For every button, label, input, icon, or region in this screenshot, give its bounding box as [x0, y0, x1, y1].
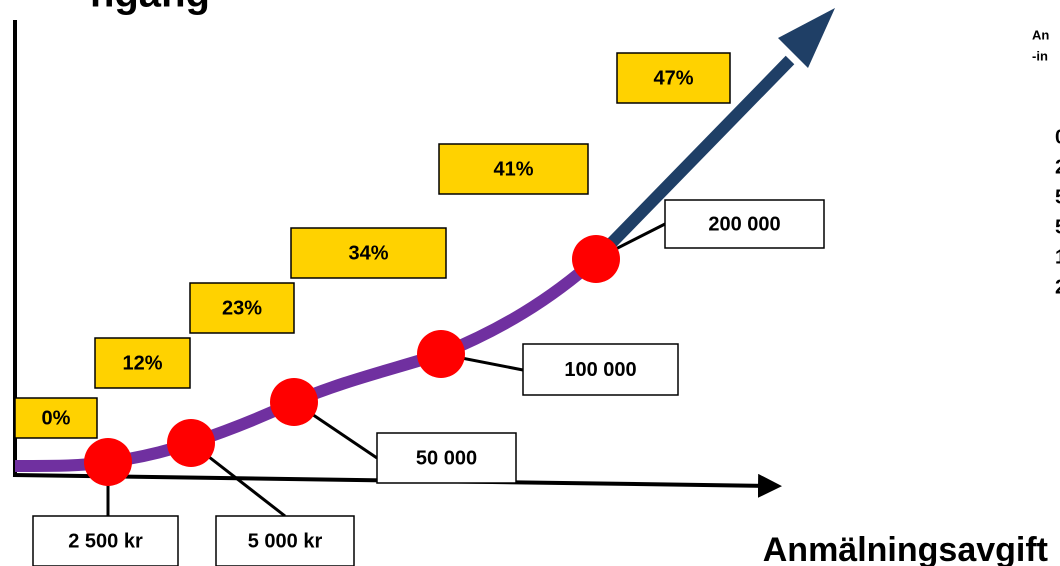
x-axis-label: Anmälningsavgift [763, 531, 1048, 566]
side-list-item: 5 [1055, 216, 1060, 238]
amount-label-box [522, 343, 679, 396]
rate-label: 23% [222, 297, 262, 319]
rate-label: 34% [348, 242, 388, 264]
rate-label: 12% [122, 352, 162, 374]
side-list-item: 5 [1055, 186, 1060, 208]
amount-label: 100 000 [564, 359, 636, 381]
rate-label-box [94, 337, 191, 389]
rate-label: 0% [42, 407, 71, 429]
amount-label: 5 000 kr [248, 530, 323, 552]
side-note: An [1032, 27, 1049, 42]
rate-label-box [616, 52, 731, 104]
side-list-item: 0 [1055, 126, 1060, 148]
side-list-item: 1 [1055, 246, 1060, 268]
rate-label-box [14, 397, 98, 439]
amount-label: 2 500 kr [68, 530, 143, 552]
side-list-item: 2 [1055, 156, 1060, 178]
arrow-head [778, 8, 835, 68]
point [167, 419, 215, 467]
rate-label-box [438, 143, 589, 195]
point [572, 235, 620, 283]
amount-label-box [664, 199, 825, 249]
point [270, 378, 318, 426]
arrow-line [591, 55, 795, 264]
amount-label-box [376, 432, 517, 484]
point [417, 330, 465, 378]
amount-label: 200 000 [708, 213, 780, 235]
rate-label-box [290, 227, 447, 279]
amount-label-box [215, 515, 355, 566]
title: ngång [90, 0, 210, 16]
rate-label-box [189, 282, 295, 334]
point [84, 438, 132, 486]
amount-label-box [32, 515, 179, 566]
rate-label: 47% [653, 67, 693, 89]
side-note: -in [1032, 48, 1048, 63]
side-list-item: 2 [1055, 276, 1060, 298]
amount-label: 50 000 [416, 447, 477, 469]
rate-label: 41% [493, 158, 533, 180]
